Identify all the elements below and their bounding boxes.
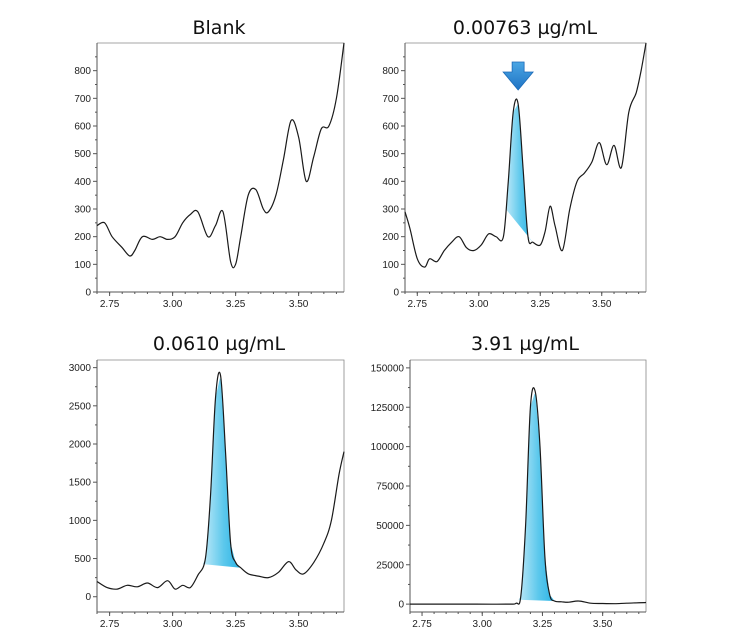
x-tick-label: 3.50 (592, 299, 612, 310)
x-tick-label: 3.25 (226, 619, 246, 630)
y-tick-label: 1500 (69, 478, 92, 489)
peak-arrow-icon (502, 61, 534, 91)
panel-title: 0.0610 µg/mL (153, 333, 286, 355)
plot-frame (97, 359, 345, 612)
x-tick-label: 3.00 (473, 619, 493, 630)
x-tick-label: 3.25 (531, 299, 551, 310)
y-tick-label: 800 (382, 66, 399, 77)
chromatogram-trace (409, 387, 647, 605)
x-tick-label: 3.50 (289, 299, 309, 310)
y-tick-label: 800 (74, 66, 91, 77)
y-tick-label: 700 (74, 94, 91, 105)
panel-high-concentration: 3.91 µg/mL 0 25000 50000 75000 100000 125000 1… (371, 333, 647, 630)
y-tick-label: 700 (382, 94, 399, 105)
peak-area (505, 104, 533, 243)
y-tick-label: 300 (74, 205, 91, 216)
y-tick-label: 500 (74, 149, 91, 160)
peak-area (518, 393, 555, 601)
y-tick-label: 0 (85, 288, 91, 299)
y-tick-label: 400 (382, 177, 399, 188)
y-tick-label: 200 (74, 232, 91, 243)
x-tick-label: 3.25 (226, 299, 246, 310)
x-tick-label: 3.50 (593, 619, 613, 630)
chromatogram-trace (404, 42, 647, 268)
panel-title: Blank (192, 17, 245, 39)
y-tick-label: 500 (74, 554, 91, 565)
y-tick-label: 25000 (376, 560, 404, 571)
y-tick-label: 3000 (69, 363, 92, 374)
x-tick-label: 2.75 (100, 619, 120, 630)
y-tick-label: 125000 (371, 403, 405, 414)
panel-title: 0.00763 µg/mL (453, 17, 598, 39)
y-tick-label: 300 (382, 205, 399, 216)
chromatogram-trace (96, 371, 345, 590)
axis-lines (96, 43, 344, 293)
x-tick-label: 3.00 (163, 299, 183, 310)
y-tick-label: 400 (74, 177, 91, 188)
chromatogram-trace (96, 42, 345, 269)
x-tick-label: 2.75 (408, 299, 428, 310)
x-tick-label: 3.50 (289, 619, 309, 630)
panel-blank: Blank 0 100 200 300 400 500 600 700 800 2.75 3.00 3… (74, 17, 345, 310)
y-tick-label: 100 (74, 260, 91, 271)
y-tick-label: 0 (393, 288, 399, 299)
plot-frame (410, 359, 647, 612)
x-tick-label: 3.00 (163, 619, 183, 630)
y-tick-label: 1000 (69, 516, 92, 527)
y-tick-label: 75000 (376, 482, 404, 493)
y-tick-label: 2500 (69, 401, 92, 412)
y-tick-label: 100000 (371, 442, 405, 453)
y-tick-label: 600 (74, 122, 91, 133)
x-tick-label: 3.25 (533, 619, 553, 630)
x-tick-label: 3.00 (469, 299, 489, 310)
y-tick-label: 600 (382, 122, 399, 133)
y-tick-label: 500 (382, 149, 399, 160)
x-tick-label: 2.75 (100, 299, 120, 310)
y-tick-label: 0 (85, 592, 91, 603)
y-tick-label: 50000 (376, 521, 404, 532)
x-tick-label: 2.75 (412, 619, 432, 630)
peak-area (202, 378, 241, 568)
panel-mid-concentration: 0.0610 µg/mL 0 500 1000 1500 2000 2500 3000 2.7… (69, 333, 345, 630)
panel-title: 3.91 µg/mL (471, 333, 579, 355)
y-tick-label: 150000 (371, 363, 405, 374)
y-tick-label: 200 (382, 232, 399, 243)
plot-frame (97, 42, 345, 292)
panel-low-concentration: 0.00763 µg/mL 0 100 200 300 400 500 600 700 800 2… (382, 17, 647, 310)
y-tick-label: 0 (398, 600, 404, 611)
y-tick-label: 100 (382, 260, 399, 271)
y-tick-label: 2000 (69, 440, 92, 451)
